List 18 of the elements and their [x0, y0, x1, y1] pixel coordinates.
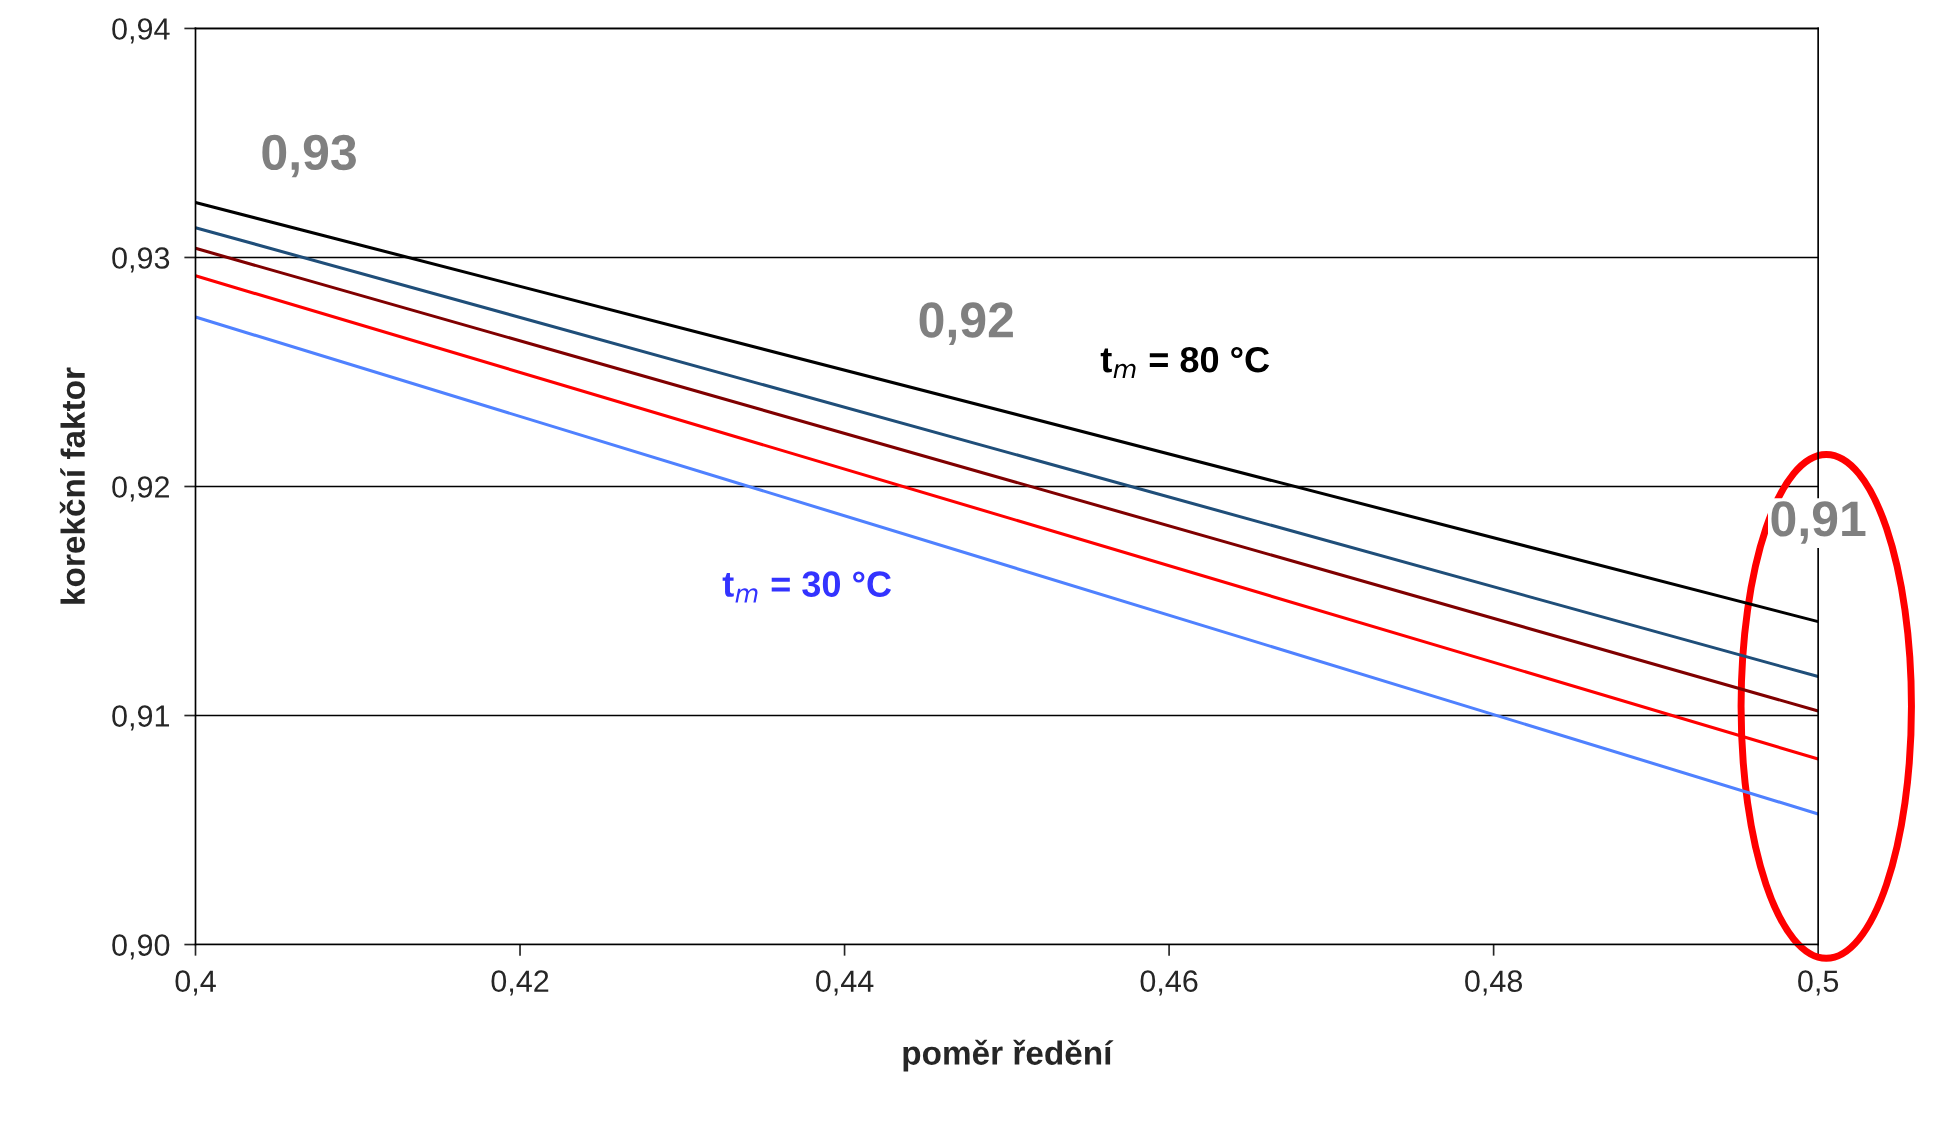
annotation: 0,93: [262, 134, 356, 178]
x-tick-label: 0,42: [491, 970, 549, 996]
y-tick-label: 0,93: [112, 247, 170, 273]
y-tick-label: 0,91: [112, 705, 170, 731]
y-axis-title: korekční faktor: [59, 367, 85, 604]
x-tick-label: 0,4: [175, 970, 216, 996]
y-tick-label: 0,90: [112, 934, 170, 960]
annotation: t$_{m}$ = 80 °C: [1100, 346, 1270, 379]
x-tick-label: 0,44: [816, 970, 874, 996]
x-tick-label: 0,48: [1465, 970, 1523, 996]
x-tick-label: 0,46: [1140, 970, 1198, 996]
x-axis-title: poměr ředění: [903, 1039, 1114, 1072]
annotation: 0,91: [1771, 501, 1866, 544]
y-tick-label: 0,92: [112, 476, 169, 502]
x-tick-label: 0,5: [1798, 970, 1839, 996]
annotation: t$_{m}$ = 30 °C: [722, 571, 892, 603]
y-tick-label: 0,94: [112, 18, 170, 44]
annotation: 0,92: [919, 302, 1013, 346]
